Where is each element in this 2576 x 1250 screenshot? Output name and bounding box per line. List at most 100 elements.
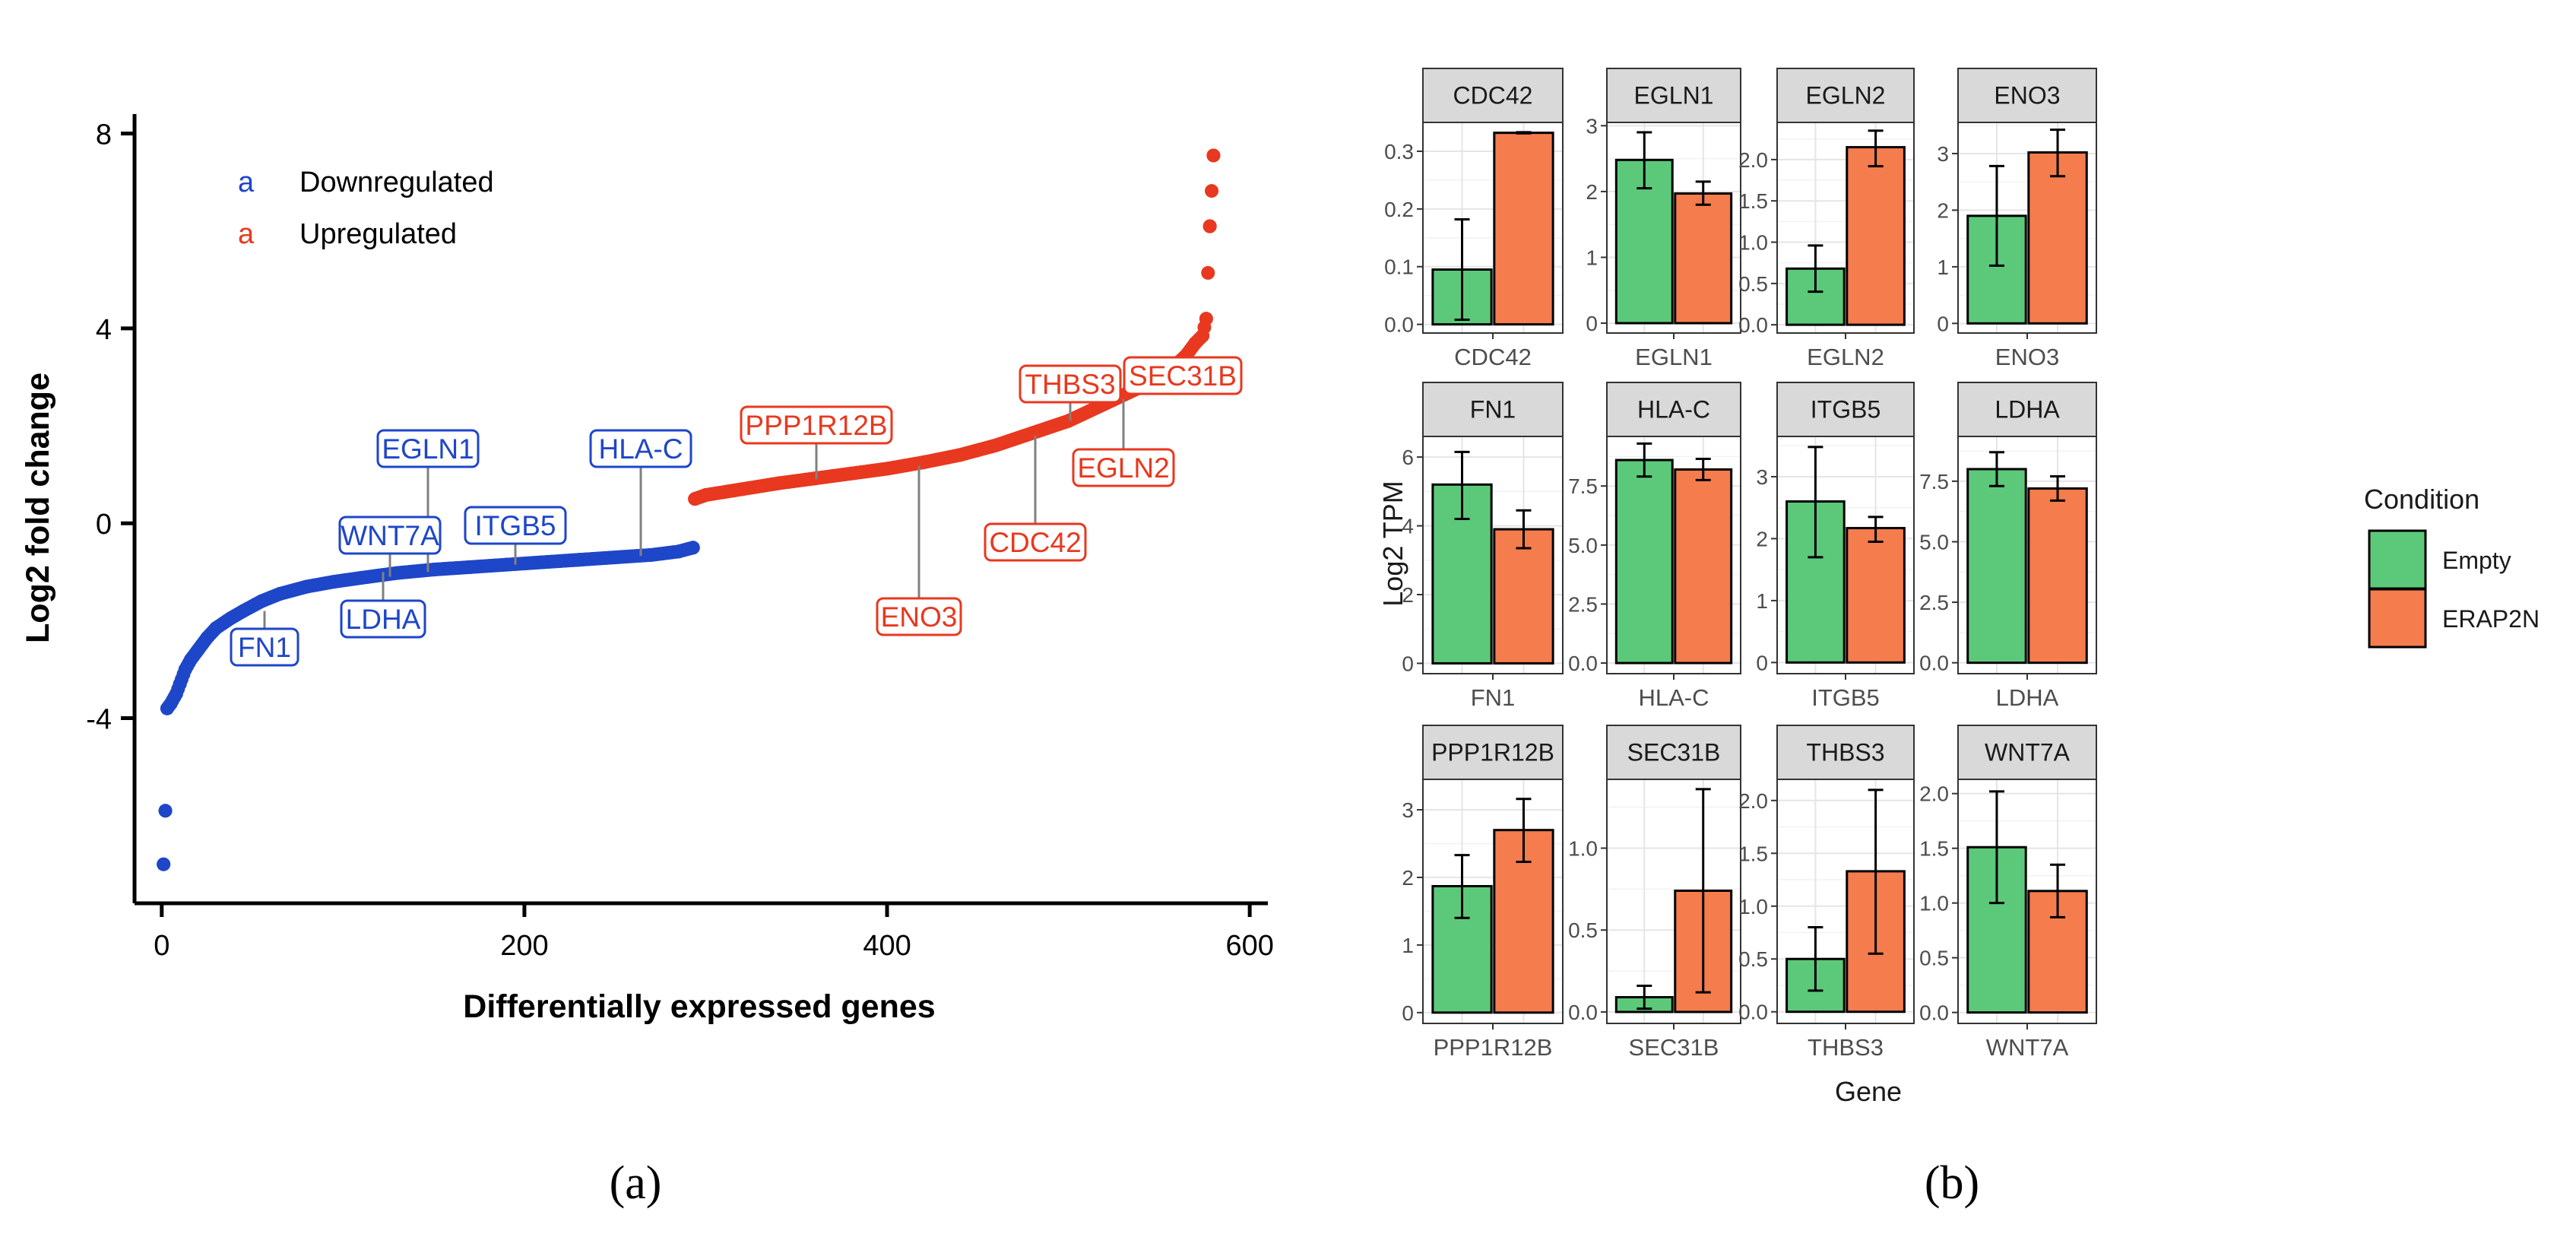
annotation-label: ENO3 [881, 601, 958, 633]
error-bar-empty [1988, 451, 2004, 487]
annotation-label: ITGB5 [475, 510, 556, 541]
y-tick-label: 2.5 [1568, 592, 1598, 616]
legend-label-empty: Empty [2442, 547, 2511, 574]
facet-cdc42: 0.0 0.1 0.2 0.3 CDC42 CDC42 [1384, 68, 1564, 370]
legend-label-upregulated: Upregulated [299, 218, 457, 250]
facet-ldha: 0.0 2.5 5.0 7.5 LDHA LDHA [1919, 382, 2097, 711]
y-tick-label: 2 [1586, 180, 1598, 204]
facet-strip-label: HLA-C [1637, 396, 1710, 424]
y-tick-label: 3 [1402, 798, 1414, 822]
data-point-upregulated [1196, 328, 1210, 343]
data-point-upregulated [989, 438, 1003, 452]
facet-strip [1957, 68, 2097, 123]
x-tick-label: 0 [154, 930, 170, 962]
y-tick-label: 0.0 [1568, 1001, 1598, 1024]
x-tick-label: WNT7A [1986, 1034, 2069, 1061]
error-bar-empty [1808, 244, 1823, 293]
y-tick-label: 0 [1586, 312, 1598, 335]
data-point-downregulated [354, 570, 369, 585]
error-bar-empty [1637, 442, 1652, 478]
y-tick-label: 1 [1937, 255, 1949, 279]
data-point-upregulated [1202, 219, 1217, 233]
y-tick-label: 0 [1756, 651, 1768, 674]
error-bar-erap2n [1695, 457, 1711, 481]
facet-strip [1776, 382, 1915, 437]
y-tick-label: 3 [1586, 114, 1598, 138]
x-tick-label: SEC31B [1629, 1034, 1719, 1061]
annotation-label: EGLN1 [382, 433, 474, 465]
y-tick-label: 2.0 [1738, 789, 1768, 813]
data-point-upregulated [688, 492, 702, 506]
bar-erap2n [1846, 146, 1906, 326]
facet-itgb5: 0 1 2 3 ITGB5 ITGB5 [1756, 382, 1915, 711]
bar-erap2n [1846, 527, 1906, 664]
bar-erap2n [2027, 890, 2088, 1014]
x-tick-label: 400 [863, 930, 911, 962]
y-tick-label: 0 [1937, 312, 1949, 335]
y-tick-label: 0.2 [1384, 198, 1414, 221]
y-tick-label: 1 [1402, 934, 1414, 957]
bar-empty [1614, 458, 1674, 665]
y-tick-label: 3 [1756, 465, 1768, 489]
y-tick-label: 0 [1402, 652, 1414, 675]
facet-strip-label: EGLN2 [1806, 82, 1886, 109]
error-bar-empty [1454, 854, 1470, 919]
error-bar-empty [1808, 446, 1823, 559]
y-tick-label: 0.0 [1738, 313, 1768, 337]
data-point-downregulated [173, 677, 187, 691]
x-tick-label: ITGB5 [1811, 684, 1880, 711]
bar-erap2n [2027, 487, 2088, 665]
y-tick-label: 1.5 [1919, 837, 1949, 861]
y-tick-label: 0.5 [1738, 947, 1768, 971]
annotation-label: LDHA [346, 604, 421, 635]
data-point-downregulated [390, 566, 404, 580]
y-tick-label: 0.0 [1568, 652, 1598, 675]
error-bar-erap2n [2050, 475, 2066, 502]
data-point-upregulated [1205, 184, 1219, 198]
y-tick-label: 1 [1756, 589, 1768, 613]
x-tick-label: FN1 [1471, 684, 1516, 711]
y-tick-label: 7.5 [1919, 470, 1949, 493]
data-point-upregulated [1199, 312, 1213, 326]
data-point-downregulated [254, 594, 268, 608]
facet-egln1: 0 1 2 3 EGLN1 EGLN1 [1586, 68, 1741, 370]
annotation-box [1072, 448, 1175, 487]
data-point-downregulated [236, 604, 251, 618]
facet-strip-label: ENO3 [1994, 82, 2060, 109]
annotation-box [984, 522, 1087, 562]
facet-strip-label: EGLN1 [1634, 82, 1714, 109]
y-tick-label: 0 [1402, 1001, 1414, 1025]
annotation-box [376, 429, 480, 468]
data-point-upregulated [771, 476, 785, 490]
faceted-bar-panel: 0.00.10.20.3CDC42CDC420123EGLN1EGLN10.00… [1377, 68, 2540, 1209]
annotation-box [1123, 356, 1243, 395]
y-tick-label: 2.0 [1738, 148, 1768, 172]
y-tick-label: 0.5 [1568, 918, 1598, 942]
facet-egln2: 0.0 0.5 1.0 1.5 2.0 EGLN2 EGLN2 [1738, 68, 1915, 370]
error-bar-erap2n [1516, 509, 1532, 550]
y-axis-title: Log2 fold change [20, 373, 56, 643]
y-tick-label: 1.0 [1738, 895, 1768, 918]
bar-erap2n [1493, 132, 1554, 326]
data-point-upregulated [1025, 426, 1039, 440]
legend: a Downregulated a Upregulated [238, 167, 494, 250]
y-tick-label: 0.0 [1738, 1001, 1768, 1024]
facet-strip [1606, 725, 1741, 780]
annotation-box [876, 597, 962, 636]
facet-ppp1r12b: 0 1 2 3 PPP1R12B PPP1R12B [1402, 725, 1564, 1061]
data-point-upregulated [1201, 265, 1215, 280]
annotation-label: FN1 [238, 632, 291, 663]
bar-erap2n [1674, 468, 1733, 665]
y-tick-label: 1.0 [1919, 892, 1949, 915]
error-bar-erap2n [1695, 788, 1711, 994]
facet-wnt7a: 0.0 0.5 1.0 1.5 2.0 WNT7A WNT7A [1919, 725, 2097, 1061]
legend-swatch-erap2n [2368, 588, 2427, 649]
annotation-label: EGLN2 [1077, 452, 1169, 484]
facet-strip [1776, 68, 1915, 123]
facet-strip [1606, 68, 1741, 123]
annotation-box [1019, 364, 1122, 404]
facet-strip-label: ITGB5 [1811, 396, 1881, 424]
x-tick-label: CDC42 [1454, 344, 1532, 370]
facet-hla-c: 0.0 2.5 5.0 7.5 HLA-C HLA-C [1568, 382, 1741, 711]
